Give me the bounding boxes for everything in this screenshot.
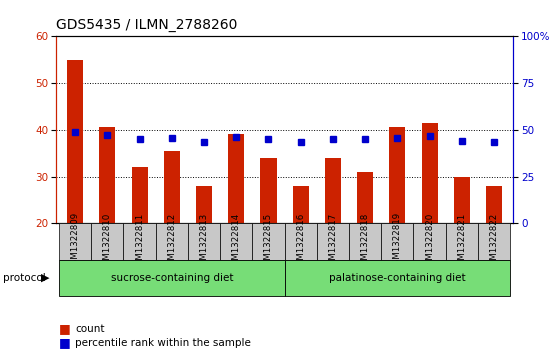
Text: GSM1322815: GSM1322815 [264,212,273,270]
Text: GSM1322822: GSM1322822 [489,212,498,270]
Bar [99,127,116,223]
Bar [59,223,92,260]
Bar [446,223,478,260]
Text: percentile rank within the sample: percentile rank within the sample [75,338,251,348]
Bar [357,172,373,223]
Bar [163,151,180,223]
Bar [67,60,83,223]
Bar [421,123,437,223]
Text: GDS5435 / ILMN_2788260: GDS5435 / ILMN_2788260 [56,19,237,33]
Text: protocol: protocol [3,273,46,283]
Bar [478,223,510,260]
Text: GSM1322813: GSM1322813 [200,212,209,270]
Bar [92,223,123,260]
Text: GSM1322821: GSM1322821 [458,212,466,270]
Text: ■: ■ [59,322,70,335]
Bar [285,260,510,296]
Text: sucrose-containing diet: sucrose-containing diet [110,273,233,283]
Text: GSM1322819: GSM1322819 [393,212,402,270]
Bar [349,223,381,260]
Text: GSM1322809: GSM1322809 [71,212,80,270]
Bar [317,223,349,260]
Text: count: count [75,323,105,334]
Bar [325,158,341,223]
Bar [261,158,277,223]
Bar [252,223,285,260]
Text: GSM1322816: GSM1322816 [296,212,305,270]
Text: GSM1322817: GSM1322817 [329,212,338,270]
Bar [188,223,220,260]
Bar [486,186,502,223]
Bar [220,223,252,260]
Text: palatinose-containing diet: palatinose-containing diet [329,273,466,283]
Text: GSM1322818: GSM1322818 [360,212,369,270]
Text: GSM1322814: GSM1322814 [232,212,240,270]
Bar [389,127,406,223]
Bar [196,186,212,223]
Bar [59,260,285,296]
Text: ▶: ▶ [41,273,49,283]
Text: GSM1322812: GSM1322812 [167,212,176,270]
Text: GSM1322810: GSM1322810 [103,212,112,270]
Bar [381,223,413,260]
Bar [292,186,309,223]
Bar [285,223,317,260]
Bar [132,167,148,223]
Bar [228,134,244,223]
Text: GSM1322811: GSM1322811 [135,212,144,270]
Bar [454,176,470,223]
Bar [123,223,156,260]
Text: GSM1322820: GSM1322820 [425,212,434,270]
Bar [413,223,446,260]
Bar [156,223,188,260]
Text: ■: ■ [59,337,70,350]
